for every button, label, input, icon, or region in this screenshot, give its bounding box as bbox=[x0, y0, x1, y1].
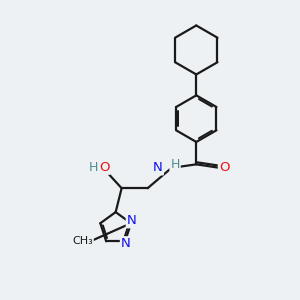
Text: O: O bbox=[219, 161, 229, 174]
Text: N: N bbox=[153, 161, 163, 174]
Text: N: N bbox=[121, 237, 130, 250]
Text: H: H bbox=[88, 161, 98, 174]
Text: O: O bbox=[99, 161, 110, 174]
Text: H: H bbox=[170, 158, 180, 171]
Text: N: N bbox=[127, 214, 136, 227]
Text: CH₃: CH₃ bbox=[72, 236, 93, 246]
